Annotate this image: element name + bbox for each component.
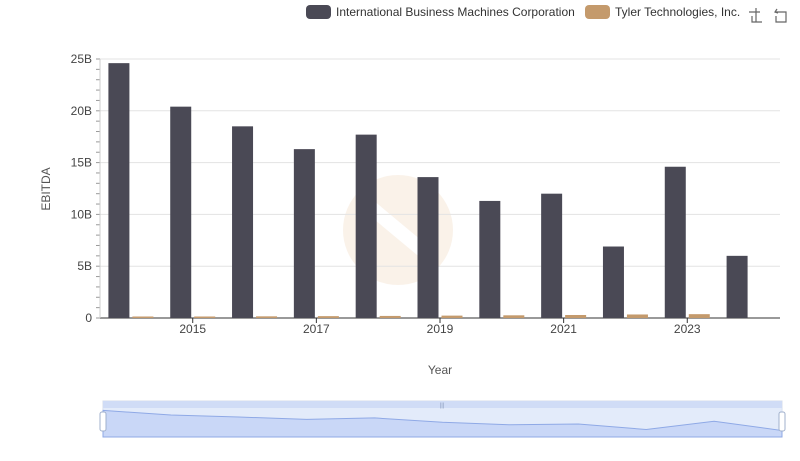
restore-icon[interactable] <box>774 8 787 23</box>
x-tick-label: 2017 <box>303 322 330 336</box>
y-tick-label: 15B <box>71 156 92 170</box>
y-tick-label: 5B <box>77 259 92 273</box>
bars <box>108 63 748 319</box>
bar-tyler[interactable] <box>503 315 525 318</box>
data-zoom-slider[interactable]: ||| <box>99 400 786 438</box>
bar-tyler[interactable] <box>565 314 587 318</box>
bar-ibm[interactable] <box>232 126 254 318</box>
bar-tyler[interactable] <box>132 316 154 319</box>
y-axis-title: EBITDA <box>39 167 53 210</box>
bar-tyler[interactable] <box>688 314 710 318</box>
x-tick-label: 2023 <box>674 322 701 336</box>
y-axis: 0 5B 10B 15B 20B 25B <box>71 52 101 325</box>
bar-tyler[interactable] <box>626 314 648 318</box>
bar-ibm[interactable] <box>479 200 501 318</box>
bar-ibm[interactable] <box>355 134 377 318</box>
bar-ibm[interactable] <box>293 149 315 318</box>
legend: International Business Machines Corporat… <box>306 5 740 19</box>
zoom-icon[interactable] <box>749 8 762 23</box>
x-tick-label: 2021 <box>550 322 577 336</box>
legend-label: International Business Machines Corporat… <box>336 5 575 19</box>
y-tick-label: 0 <box>85 311 92 325</box>
x-tick-label: 2019 <box>427 322 454 336</box>
bar-ibm[interactable] <box>108 63 130 319</box>
x-axis-title: Year <box>428 363 452 377</box>
legend-swatch <box>306 5 331 19</box>
y-tick-label: 25B <box>71 52 92 66</box>
legend-label: Tyler Technologies, Inc. <box>615 5 740 19</box>
x-tick-label: 2015 <box>179 322 206 336</box>
bar-ibm[interactable] <box>417 177 439 318</box>
legend-item[interactable]: International Business Machines Corporat… <box>306 5 575 19</box>
slider-handle-left[interactable] <box>99 411 107 432</box>
bar-ibm[interactable] <box>541 193 563 318</box>
bar-tyler[interactable] <box>256 316 278 318</box>
bar-ibm[interactable] <box>726 255 748 318</box>
slider-handle-right[interactable] <box>778 411 786 432</box>
bar-ibm[interactable] <box>602 246 624 318</box>
bar-ibm[interactable] <box>170 106 192 318</box>
slider-grip[interactable]: ||| <box>440 403 445 409</box>
bar-tyler[interactable] <box>194 316 216 319</box>
legend-item[interactable]: Tyler Technologies, Inc. <box>585 5 740 19</box>
y-tick-label: 20B <box>71 104 92 118</box>
bar-tyler[interactable] <box>441 315 463 318</box>
slider-top-bar[interactable] <box>103 401 782 408</box>
y-tick-label: 10B <box>71 207 92 221</box>
bar-ibm[interactable] <box>664 166 686 318</box>
x-axis: 2015 2017 2019 2021 2023 <box>179 318 701 336</box>
slider-preview-line <box>102 409 783 438</box>
bar-tyler[interactable] <box>317 316 339 318</box>
bar-tyler[interactable] <box>379 315 401 318</box>
legend-swatch <box>585 5 610 19</box>
chart-toolbar <box>749 8 787 23</box>
